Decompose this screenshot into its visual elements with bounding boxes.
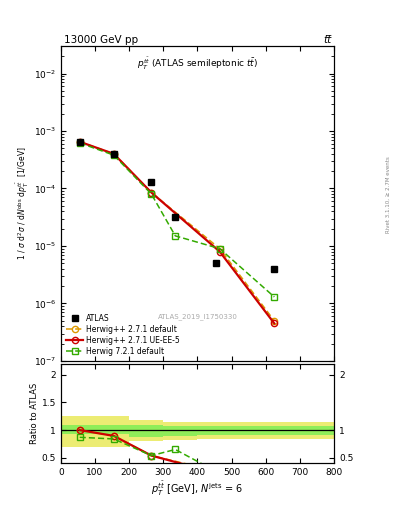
Y-axis label: 1 / $\sigma$ d$^2\sigma$ / d$N^{\mathrm{obs}}$ d$p^{t\bar{t}}_T$  [1/GeV]: 1 / $\sigma$ d$^2\sigma$ / d$N^{\mathrm{… (15, 147, 31, 260)
Line: ATLAS: ATLAS (77, 139, 277, 272)
Herwig 7.2.1 default (272, 294, 277, 300)
Line: Herwig++ 2.7.1 default: Herwig++ 2.7.1 default (77, 139, 277, 324)
Herwig++ 2.7.1 default (149, 189, 154, 196)
Herwig++ 2.7.1 default (272, 318, 277, 324)
Text: ATLAS_2019_I1750330: ATLAS_2019_I1750330 (158, 313, 237, 320)
ATLAS (272, 266, 277, 272)
Herwig++ 2.7.1 UE-EE-5 (112, 151, 116, 157)
Y-axis label: Ratio to ATLAS: Ratio to ATLAS (30, 383, 39, 444)
Herwig 7.2.1 default (217, 246, 222, 252)
Herwig 7.2.1 default (173, 233, 178, 239)
Text: Rivet 3.1.10, ≥ 2.7M events: Rivet 3.1.10, ≥ 2.7M events (386, 156, 391, 233)
Line: Herwig++ 2.7.1 UE-EE-5: Herwig++ 2.7.1 UE-EE-5 (77, 139, 277, 327)
Herwig++ 2.7.1 default (217, 246, 222, 252)
Line: Herwig 7.2.1 default: Herwig 7.2.1 default (77, 140, 277, 300)
Legend: ATLAS, Herwig++ 2.7.1 default, Herwig++ 2.7.1 UE-EE-5, Herwig 7.2.1 default: ATLAS, Herwig++ 2.7.1 default, Herwig++ … (65, 312, 182, 357)
ATLAS (173, 214, 178, 220)
Herwig++ 2.7.1 UE-EE-5 (77, 139, 82, 145)
Herwig++ 2.7.1 default (112, 151, 116, 157)
Herwig++ 2.7.1 default (77, 139, 82, 145)
Herwig 7.2.1 default (149, 191, 154, 197)
Herwig++ 2.7.1 UE-EE-5 (149, 189, 154, 196)
ATLAS (149, 179, 154, 185)
Text: tt̅: tt̅ (323, 34, 331, 45)
Herwig++ 2.7.1 UE-EE-5 (272, 321, 277, 327)
Herwig 7.2.1 default (77, 140, 82, 146)
Text: $p_T^{t\bar{t}}$ (ATLAS semileptonic $t\bar{t}$): $p_T^{t\bar{t}}$ (ATLAS semileptonic $t\… (137, 55, 258, 72)
X-axis label: $p^{t\bar{t}}_T$ [GeV], $N^{\mathrm{jets}}$ = 6: $p^{t\bar{t}}_T$ [GeV], $N^{\mathrm{jets… (151, 480, 244, 498)
ATLAS (77, 139, 82, 145)
Herwig 7.2.1 default (112, 152, 116, 158)
ATLAS (214, 260, 219, 266)
ATLAS (112, 151, 116, 157)
Text: 13000 GeV pp: 13000 GeV pp (64, 34, 138, 45)
Herwig++ 2.7.1 UE-EE-5 (217, 248, 222, 254)
